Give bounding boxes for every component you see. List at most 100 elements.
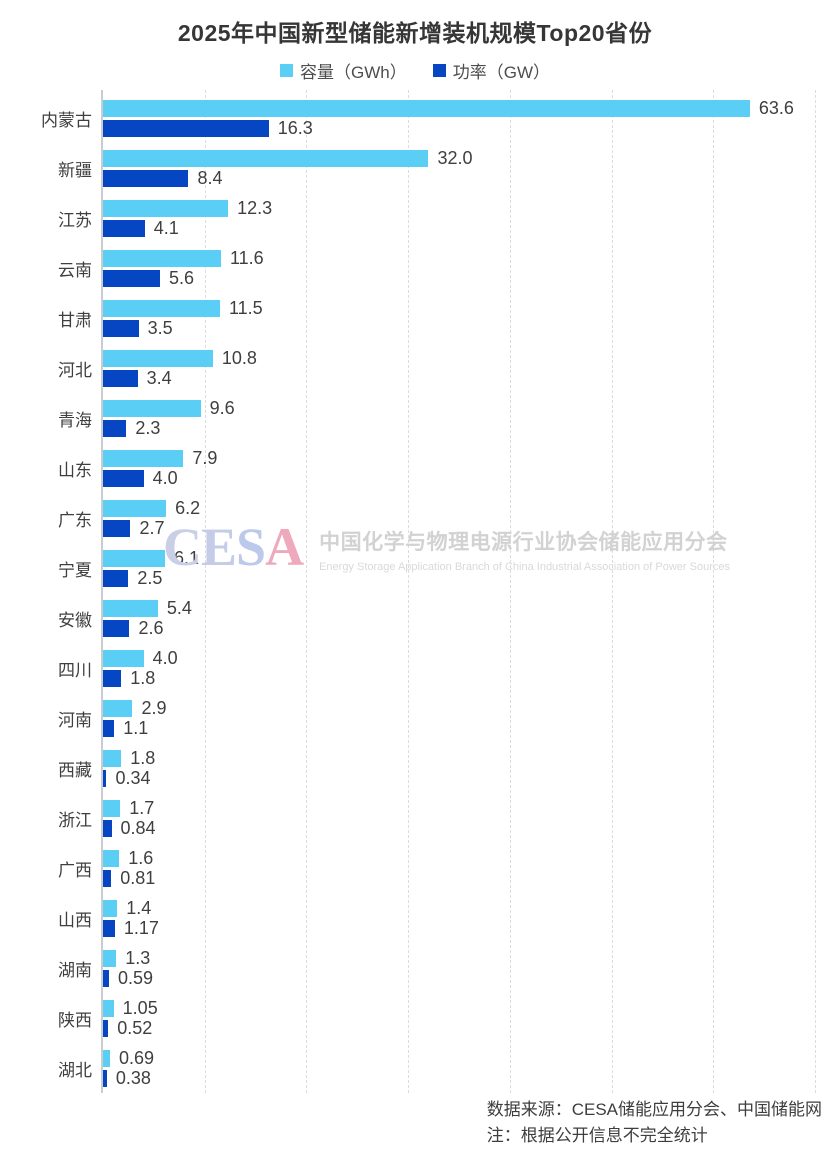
province-row: 陕西 1.05 0.52 <box>58 999 813 1037</box>
power-barline: 4.0 <box>103 468 813 488</box>
province-row: 内蒙古 63.6 16.3 <box>41 98 813 138</box>
power-bar <box>103 670 122 687</box>
province-row: 四川 4.0 1.8 <box>58 648 813 688</box>
province-row: 甘肃 11.5 3.5 <box>58 299 813 337</box>
capacity-bar <box>103 550 166 567</box>
power-bar <box>103 770 107 787</box>
gridline <box>408 90 410 1093</box>
category-label: 山西 <box>58 911 92 930</box>
value-label: 2.7 <box>139 518 165 538</box>
capacity-bar <box>103 1050 111 1067</box>
value-label: 7.9 <box>192 448 218 468</box>
capacity-barline: 1.7 <box>103 798 813 818</box>
legend: 容量（GWh） 功率（GW） <box>0 58 830 83</box>
value-label: 4.0 <box>152 468 178 488</box>
capacity-barline: 6.1 <box>103 548 813 568</box>
category-label: 青海 <box>58 411 92 430</box>
power-barline: 0.84 <box>103 819 813 837</box>
category-label: 安徽 <box>58 611 92 630</box>
power-bar <box>103 520 131 537</box>
capacity-bar <box>103 150 429 167</box>
category-label: 西藏 <box>58 761 92 780</box>
capacity-bar <box>103 100 750 117</box>
province-row: 湖南 1.3 0.59 <box>58 949 813 987</box>
value-label: 5.6 <box>168 268 194 288</box>
capacity-barline: 1.8 <box>103 749 813 767</box>
capacity-legend-label: 容量（GWh） <box>299 63 407 82</box>
province-row: 青海 9.6 2.3 <box>58 399 813 438</box>
category-label: 浙江 <box>58 811 92 830</box>
category-label: 湖南 <box>58 961 92 980</box>
footer-notes: 数据来源：CESA储能应用分会、中国储能网 注：根据公开信息不完全统计 <box>487 1097 822 1149</box>
power-bar <box>103 220 145 237</box>
power-bar <box>103 820 112 837</box>
power-bar <box>103 370 138 387</box>
category-label: 河南 <box>58 711 92 730</box>
power-bar <box>103 920 115 937</box>
capacity-barline: 9.6 <box>103 399 813 417</box>
value-label: 32.0 <box>437 148 473 168</box>
capacity-bar <box>103 750 122 767</box>
category-label: 云南 <box>58 261 92 280</box>
category-label: 甘肃 <box>58 311 92 330</box>
power-bar <box>103 970 109 987</box>
power-barline: 0.34 <box>103 769 813 787</box>
legend-item-power: 功率（GW） <box>432 58 550 83</box>
category-label: 新疆 <box>58 161 92 180</box>
power-bar <box>103 570 129 587</box>
power-legend-label: 功率（GW） <box>452 63 550 82</box>
category-label: 广东 <box>58 511 92 530</box>
capacity-bar <box>103 350 213 367</box>
power-bar <box>103 720 115 737</box>
value-label: 1.6 <box>128 848 154 868</box>
category-label: 陕西 <box>58 1011 92 1030</box>
capacity-barline: 2.9 <box>103 698 813 718</box>
value-label: 16.3 <box>277 118 313 138</box>
capacity-barline: 10.8 <box>103 349 813 367</box>
capacity-barline: 5.4 <box>103 598 813 618</box>
capacity-barline: 1.6 <box>103 848 813 868</box>
capacity-bar <box>103 950 117 967</box>
power-bar <box>103 620 130 637</box>
power-barline: 1.1 <box>103 719 813 737</box>
value-label: 63.6 <box>758 98 794 118</box>
data-source-note: 数据来源：CESA储能应用分会、中国储能网 <box>486 1100 822 1119</box>
capacity-bar <box>103 700 133 717</box>
value-label: 12.3 <box>237 198 273 218</box>
province-row: 安徽 5.4 2.6 <box>58 598 813 638</box>
value-label: 2.9 <box>141 698 167 718</box>
legend-item-capacity: 容量（GWh） <box>279 58 407 83</box>
category-label: 江苏 <box>58 211 92 230</box>
capacity-barline: 0.69 <box>103 1049 813 1067</box>
province-row: 河北 10.8 3.4 <box>58 349 813 387</box>
power-bar <box>103 420 127 437</box>
value-label: 1.8 <box>130 668 156 688</box>
chart-title: 2025年中国新型储能新增装机规模Top20省份 <box>177 20 653 46</box>
value-label: 2.6 <box>138 618 164 638</box>
capacity-bar <box>103 600 158 617</box>
capacity-barline: 1.3 <box>103 949 813 967</box>
capacity-barline: 1.4 <box>103 899 813 917</box>
value-label: 0.38 <box>115 1068 151 1088</box>
power-barline: 16.3 <box>103 118 813 138</box>
category-label: 广西 <box>58 861 92 880</box>
province-row: 江苏 12.3 4.1 <box>58 198 813 237</box>
gridline <box>815 90 816 1093</box>
value-label: 11.6 <box>229 248 264 268</box>
value-label: 2.3 <box>135 418 161 438</box>
province-row: 河南 2.9 1.1 <box>58 698 813 737</box>
province-row: 新疆 32.0 8.4 <box>58 148 813 187</box>
plot-area: 内蒙古 63.6 16.3 新疆 32.0 8.4 江苏 12.3 4.1 云南 11.6 5.6 甘肃… <box>41 90 816 1093</box>
province-row: 广西 1.6 0.81 <box>58 848 813 887</box>
value-label: 6.1 <box>174 548 200 568</box>
capacity-barline: 4.0 <box>103 648 813 668</box>
category-label: 四川 <box>58 661 92 680</box>
value-label: 4.0 <box>152 648 178 668</box>
power-bar <box>103 170 189 187</box>
power-barline: 2.7 <box>103 518 813 538</box>
capacity-bar <box>103 800 121 817</box>
value-label: 1.7 <box>129 798 155 818</box>
value-label: 5.4 <box>166 598 192 618</box>
capacity-bar <box>103 850 120 867</box>
power-bar <box>103 1070 107 1087</box>
